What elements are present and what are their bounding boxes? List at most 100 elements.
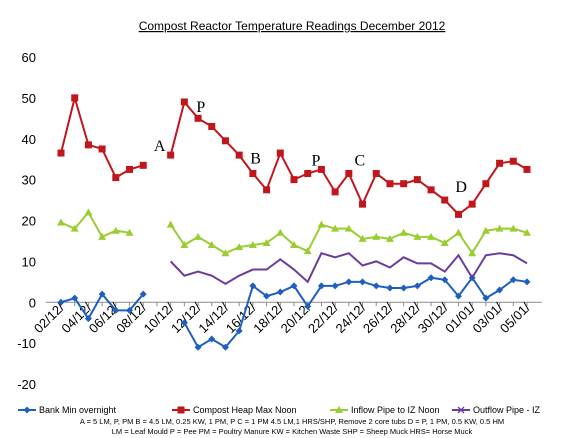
data-point [112,306,120,314]
series-line [183,275,528,349]
data-point [71,94,79,102]
data-point [208,122,216,130]
data-point [468,200,476,208]
data-point [98,232,107,240]
data-point [262,238,271,246]
x-tick-label: 06/12/ [86,299,122,335]
data-point [235,243,244,251]
data-point [276,228,285,236]
data-point [126,306,134,314]
data-point [413,176,421,184]
data-point [98,145,106,153]
data-point [523,165,531,173]
data-point [413,232,422,240]
data-point [385,234,394,242]
data-point [263,186,271,194]
data-point [221,343,229,351]
data-point [386,180,394,188]
y-tick-label: 40 [22,132,36,147]
y-tick-label: 30 [22,173,36,188]
data-point [400,180,408,188]
data-point [70,224,79,232]
x-tick-label: 24/12/ [332,299,368,335]
legend-label: Compost Heap Max Noon [193,405,297,415]
data-point [454,210,462,218]
data-point [263,292,271,300]
legend: Bank Min overnight Compost Heap Max Noon I… [18,405,541,415]
data-point [221,137,229,145]
data-point [345,169,353,177]
data-point [180,319,188,327]
note-line-1: A = 5 LM, P, PM B = 4.5 LM, 0.25 KW, 1 P… [80,417,504,426]
data-point [413,282,421,290]
data-point [523,278,531,286]
series-line [169,99,528,216]
data-point [331,224,340,232]
data-point [290,282,298,290]
x-tick-label: 12/12/ [168,299,204,335]
series-group [57,94,531,351]
data-point [166,220,175,228]
data-point [208,335,216,343]
legend-label: Bank Min overnight [39,405,117,415]
data-point [523,228,531,236]
data-point [180,98,188,106]
data-point [23,406,31,414]
data-point [454,228,463,236]
data-point [509,224,518,232]
data-point [427,232,436,240]
data-point [221,249,230,257]
data-point [98,290,106,298]
series-4 [169,251,528,286]
data-point [249,169,257,177]
data-point [344,224,353,232]
data-point [335,406,343,413]
data-point [139,290,147,298]
data-point [84,315,92,323]
annotations: A P B P C D [154,99,467,196]
y-tick-label: -10 [17,336,36,351]
x-tick-label: 01/01/ [442,299,478,335]
data-point [84,141,92,149]
data-point [194,232,203,240]
data-point [345,278,353,286]
data-point [112,174,120,182]
data-point [57,298,65,306]
data-point [495,224,504,232]
data-point [457,406,465,414]
data-point-stroke [457,406,465,414]
data-point [126,165,134,173]
note-line-2: LM = Leaf Mould P = Pee PM = Poultry Man… [112,427,473,436]
data-point [57,218,65,226]
data-point [482,180,490,188]
chart-title: Compost Reactor Temperature Readings Dec… [139,19,446,33]
data-point [177,406,185,414]
y-tick-label: 0 [29,295,36,310]
x-tick-label: 30/12/ [415,299,451,335]
annotation-label: D [455,179,467,196]
data-point [317,282,325,290]
data-point [509,157,517,165]
data-point [358,234,367,242]
data-point [440,238,449,246]
data-point [496,159,504,167]
annotation-label: A [154,138,166,155]
data-point [482,294,490,302]
data-point [427,186,435,194]
x-tick-label: 10/12/ [141,299,177,335]
series-line [169,251,528,286]
data-point [454,292,462,300]
y-tick-label: 50 [22,91,36,106]
legend-item: Outflow Pipe - IZ [452,405,541,415]
data-point [359,278,367,286]
data-point [249,282,257,290]
data-point [84,208,93,216]
data-point [194,343,202,351]
x-tick-label: 03/01/ [470,299,506,335]
x-tick-label: 28/12/ [387,299,423,335]
data-point [441,196,449,204]
series-1 [57,274,531,351]
data-point [359,200,367,208]
legend-label: Outflow Pipe - IZ [473,405,541,415]
